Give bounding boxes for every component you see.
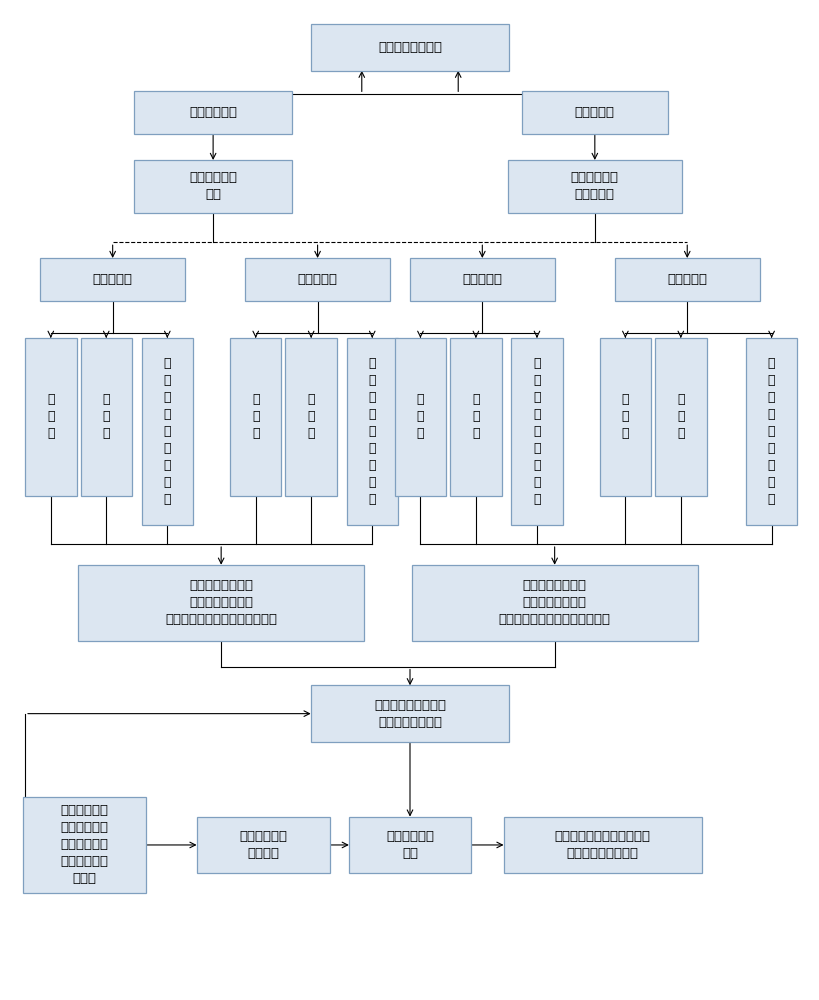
- Text: 待评价的失真
的立体图像: 待评价的失真 的立体图像: [570, 171, 618, 201]
- FancyBboxPatch shape: [599, 338, 650, 496]
- Text: 空
域
恰
可
察
觉
失
真
图: 空 域 恰 可 察 觉 失 真 图: [767, 357, 775, 506]
- FancyBboxPatch shape: [450, 338, 501, 496]
- Text: 左视点图像: 左视点图像: [297, 273, 337, 286]
- Text: 显
著
图: 显 著 图: [47, 393, 55, 440]
- Text: 梯
度
图: 梯 度 图: [676, 393, 684, 440]
- Text: 无失真视差图: 无失真视差图: [189, 106, 237, 119]
- FancyBboxPatch shape: [310, 24, 509, 71]
- Text: 显
著
图: 显 著 图: [621, 393, 628, 440]
- FancyBboxPatch shape: [40, 258, 185, 301]
- FancyBboxPatch shape: [654, 338, 706, 496]
- Text: 无失真的立体
图像: 无失真的立体 图像: [189, 171, 237, 201]
- FancyBboxPatch shape: [346, 338, 397, 525]
- Text: 左视点图像: 左视点图像: [93, 273, 133, 286]
- FancyBboxPatch shape: [394, 338, 446, 496]
- Text: 显著图的均方误差
梯度图的均方误差
空域恰可察觉失真图的均方误差: 显著图的均方误差 梯度图的均方误差 空域恰可察觉失真图的均方误差: [498, 579, 610, 626]
- FancyBboxPatch shape: [134, 91, 292, 134]
- FancyBboxPatch shape: [78, 565, 364, 641]
- FancyBboxPatch shape: [349, 817, 470, 873]
- Text: 待评价的失真的立体图像的
客观质量评价预测值: 待评价的失真的立体图像的 客观质量评价预测值: [554, 830, 650, 860]
- Text: 随机森林机器
学习算法: 随机森林机器 学习算法: [239, 830, 287, 860]
- Text: 梯
度
图: 梯 度 图: [102, 393, 110, 440]
- FancyBboxPatch shape: [134, 160, 292, 213]
- FancyBboxPatch shape: [80, 338, 132, 496]
- FancyBboxPatch shape: [197, 817, 330, 873]
- FancyBboxPatch shape: [613, 258, 759, 301]
- FancyBboxPatch shape: [23, 797, 147, 893]
- Text: 梯
度
图: 梯 度 图: [307, 393, 314, 440]
- FancyBboxPatch shape: [285, 338, 337, 496]
- Text: 右视点图像: 右视点图像: [462, 273, 502, 286]
- FancyBboxPatch shape: [245, 258, 390, 301]
- FancyBboxPatch shape: [142, 338, 192, 525]
- FancyBboxPatch shape: [411, 565, 697, 641]
- Text: 显
著
图: 显 著 图: [416, 393, 423, 440]
- Text: 待评价的失真的立体
图像的感知特征集: 待评价的失真的立体 图像的感知特征集: [373, 699, 446, 729]
- Text: 显著图的均方误差
梯度图的均方误差
空域恰可察觉失真图的均方误差: 显著图的均方误差 梯度图的均方误差 空域恰可察觉失真图的均方误差: [165, 579, 277, 626]
- Text: 显
著
图: 显 著 图: [251, 393, 259, 440]
- FancyBboxPatch shape: [310, 685, 509, 742]
- FancyBboxPatch shape: [410, 258, 554, 301]
- Text: 右视点图像: 右视点图像: [667, 273, 706, 286]
- FancyBboxPatch shape: [522, 91, 667, 134]
- FancyBboxPatch shape: [508, 160, 681, 213]
- FancyBboxPatch shape: [510, 338, 562, 525]
- FancyBboxPatch shape: [229, 338, 281, 496]
- Text: 空
域
恰
可
察
觉
失
真
图: 空 域 恰 可 察 觉 失 真 图: [368, 357, 376, 506]
- FancyBboxPatch shape: [504, 817, 701, 873]
- Text: 空
域
恰
可
察
觉
失
真
图: 空 域 恰 可 察 觉 失 真 图: [163, 357, 171, 506]
- Text: 训练集中的每
幅失真立体图
像的平均主观
意见分和感知
特征集: 训练集中的每 幅失真立体图 像的平均主观 意见分和感知 特征集: [61, 804, 108, 885]
- Text: 失真视差图: 失真视差图: [574, 106, 614, 119]
- FancyBboxPatch shape: [25, 338, 76, 496]
- FancyBboxPatch shape: [745, 338, 796, 525]
- Text: 空
域
恰
可
察
觉
失
真
图: 空 域 恰 可 察 觉 失 真 图: [532, 357, 540, 506]
- Text: 视差图的均方误差: 视差图的均方误差: [378, 41, 441, 54]
- Text: 梯
度
图: 梯 度 图: [472, 393, 479, 440]
- Text: 随机森林训练
模型: 随机森林训练 模型: [386, 830, 433, 860]
